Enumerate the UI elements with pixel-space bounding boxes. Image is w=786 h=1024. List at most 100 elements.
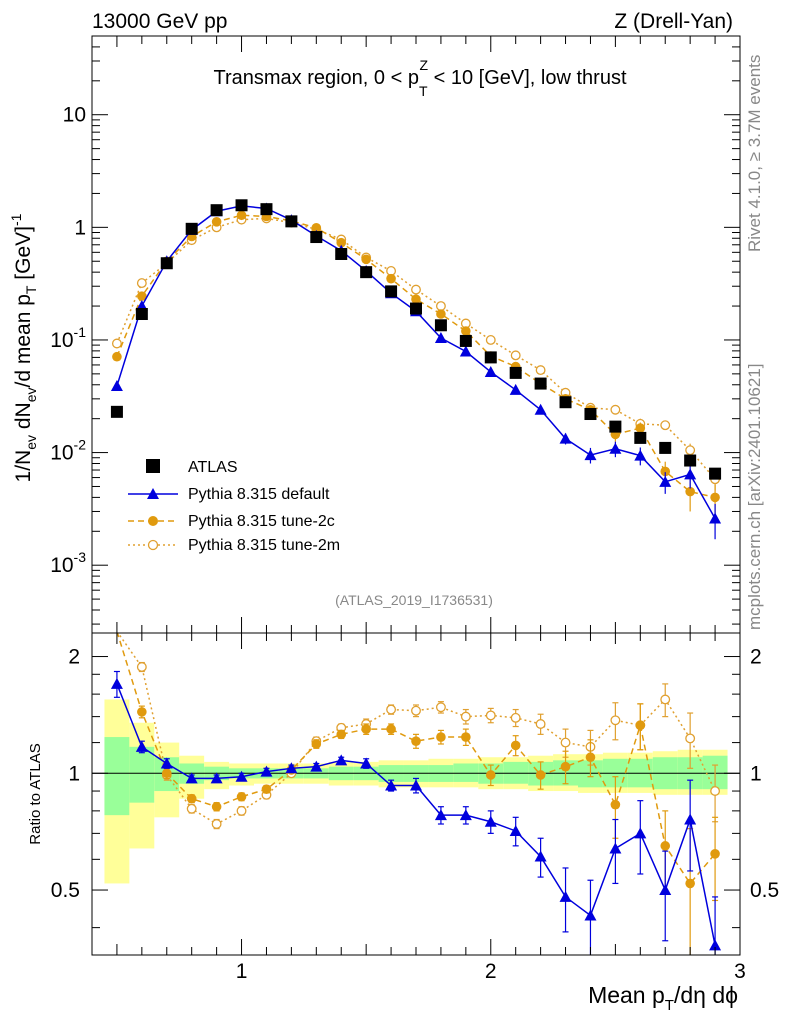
ratio-point-tune2c [585, 752, 596, 763]
main-point-default [634, 449, 647, 461]
legend-tune2m-label: Pythia 8.315 tune-2m [188, 537, 340, 554]
ratio-point-default [684, 813, 697, 825]
main-point-atlas [609, 420, 622, 433]
ratio-point-tune2m [610, 715, 621, 726]
ratio-point-default [434, 809, 447, 821]
ratio-point-default [160, 757, 173, 769]
ratio-point-tune2c [161, 768, 172, 779]
main-point-atlas [235, 199, 248, 212]
ratio-band-inner [104, 737, 130, 816]
ratio-point-tune2c [236, 791, 247, 802]
ratio-line-tune2m [117, 633, 716, 825]
ratio-point-tune2c [610, 799, 621, 810]
ratio-point-default [260, 765, 273, 777]
main-ytick-label: 10-1 [50, 324, 86, 352]
main-point-default [659, 475, 672, 487]
ratio-ticks: 1 2 3 0.5 0.5 1 1 2 2 [51, 633, 779, 983]
main-point-atlas [310, 231, 323, 244]
ratio-point-default [335, 754, 348, 766]
ratio-point-tune2m [685, 733, 696, 744]
ratio-point-tune2m [411, 705, 421, 716]
main-point-tune2c [386, 273, 396, 284]
ratio-point-default [509, 824, 522, 836]
ratio-panel: 1 2 3 0.5 0.5 1 1 2 2 Ratio to ATLAS [27, 632, 779, 983]
main-ytick-exp: -2 [74, 437, 87, 453]
main-point-tune2c [436, 309, 446, 319]
main-point-atlas [584, 408, 597, 421]
main-point-tune2c [685, 486, 695, 497]
main-ylabel: 1/Nev dNev/d mean pT [GeV]-1 [8, 213, 39, 482]
main-point-tune2c [211, 216, 222, 227]
main-point-atlas [684, 454, 697, 467]
ratio-point-tune2m [460, 711, 471, 722]
ratio-point-tune2c [211, 801, 222, 812]
ratio-point-default [135, 740, 148, 752]
main-point-tune2m [411, 284, 421, 295]
main-point-default [559, 432, 572, 444]
ratio-point-tune2c [461, 732, 471, 742]
x-tick-label: 2 [485, 960, 497, 983]
main-point-default [110, 380, 123, 392]
legend-tune2c-label: Pythia 8.315 tune-2c [188, 513, 335, 530]
ratio-point-default [235, 770, 248, 782]
main-point-tune2m [685, 445, 696, 456]
main-point-atlas [360, 266, 373, 279]
main-point-atlas [135, 308, 148, 321]
mcplots-label: mcplots.cern.ch [arXiv:2401.10621] [745, 364, 764, 630]
ratio-point-default [534, 850, 547, 862]
main-point-default [609, 442, 622, 454]
ratio-ytick-label-right: 1 [750, 762, 762, 785]
ratio-point-tune2c [535, 770, 546, 780]
ratio-point-default [634, 827, 647, 839]
legend-tune2c-marker [148, 516, 158, 526]
main-data-layer [110, 199, 722, 540]
main-ytick-base: 10 [50, 554, 73, 577]
x-tick-label: 1 [236, 960, 248, 983]
ratio-point-tune2c [436, 732, 446, 742]
main-line-tune2m [116, 217, 716, 480]
ratio-point-tune2c [560, 761, 571, 772]
ratio-ylabel: Ratio to ATLAS [27, 743, 44, 844]
ratio-point-default [385, 779, 398, 791]
main-point-default [534, 403, 547, 415]
main-point-tune2c [311, 223, 322, 233]
ratio-point-tune2m [710, 786, 721, 796]
ratio-point-tune2m [510, 712, 521, 723]
main-ytick-base: 1 [74, 216, 86, 239]
main-point-tune2c [635, 423, 646, 433]
ratio-point-tune2c [311, 739, 322, 749]
ratio-point-default [310, 760, 323, 772]
header-left: 13000 GeV pp [92, 10, 227, 33]
main-point-tune2c [361, 254, 371, 265]
ratio-point-tune2c [137, 707, 147, 717]
rivet-label: Rivet 4.1.0, ≥ 3.7M events [745, 55, 764, 252]
legend-atlas-marker [146, 459, 160, 473]
main-point-tune2c [112, 351, 122, 362]
ratio-point-tune2m [660, 694, 671, 705]
ratio-point-default [285, 762, 298, 774]
main-point-atlas [534, 377, 547, 390]
legend-tune2m-marker [147, 539, 159, 551]
main-point-tune2c [411, 294, 421, 305]
ratio-point-tune2c [685, 878, 695, 889]
ratio-ytick-label: 1 [68, 762, 80, 785]
analysis-watermark: (ATLAS_2019_I1736531) [335, 592, 493, 608]
ratio-point-tune2c [660, 841, 671, 851]
main-point-atlas [509, 366, 522, 379]
main-point-default [584, 449, 597, 461]
main-point-atlas [210, 204, 223, 217]
header-right: Z (Drell-Yan) [614, 10, 733, 33]
ratio-ytick-label: 0.5 [51, 879, 80, 902]
main-point-tune2m [435, 301, 446, 312]
main-point-default [684, 468, 697, 480]
ratio-point-default [459, 809, 472, 821]
ratio-point-tune2c [361, 724, 371, 734]
main-ytick-base: 10 [63, 104, 86, 127]
ratio-point-tune2m [211, 819, 222, 829]
ratio-point-tune2m [560, 737, 571, 748]
ratio-ytick-label-right: 0.5 [750, 879, 779, 902]
legend-default-marker [147, 488, 159, 499]
main-title: Transmax region, 0 < pTZ < 10 [GeV], low… [213, 57, 626, 99]
main-point-atlas [634, 431, 647, 444]
main-ytick-base: 10 [50, 329, 73, 352]
